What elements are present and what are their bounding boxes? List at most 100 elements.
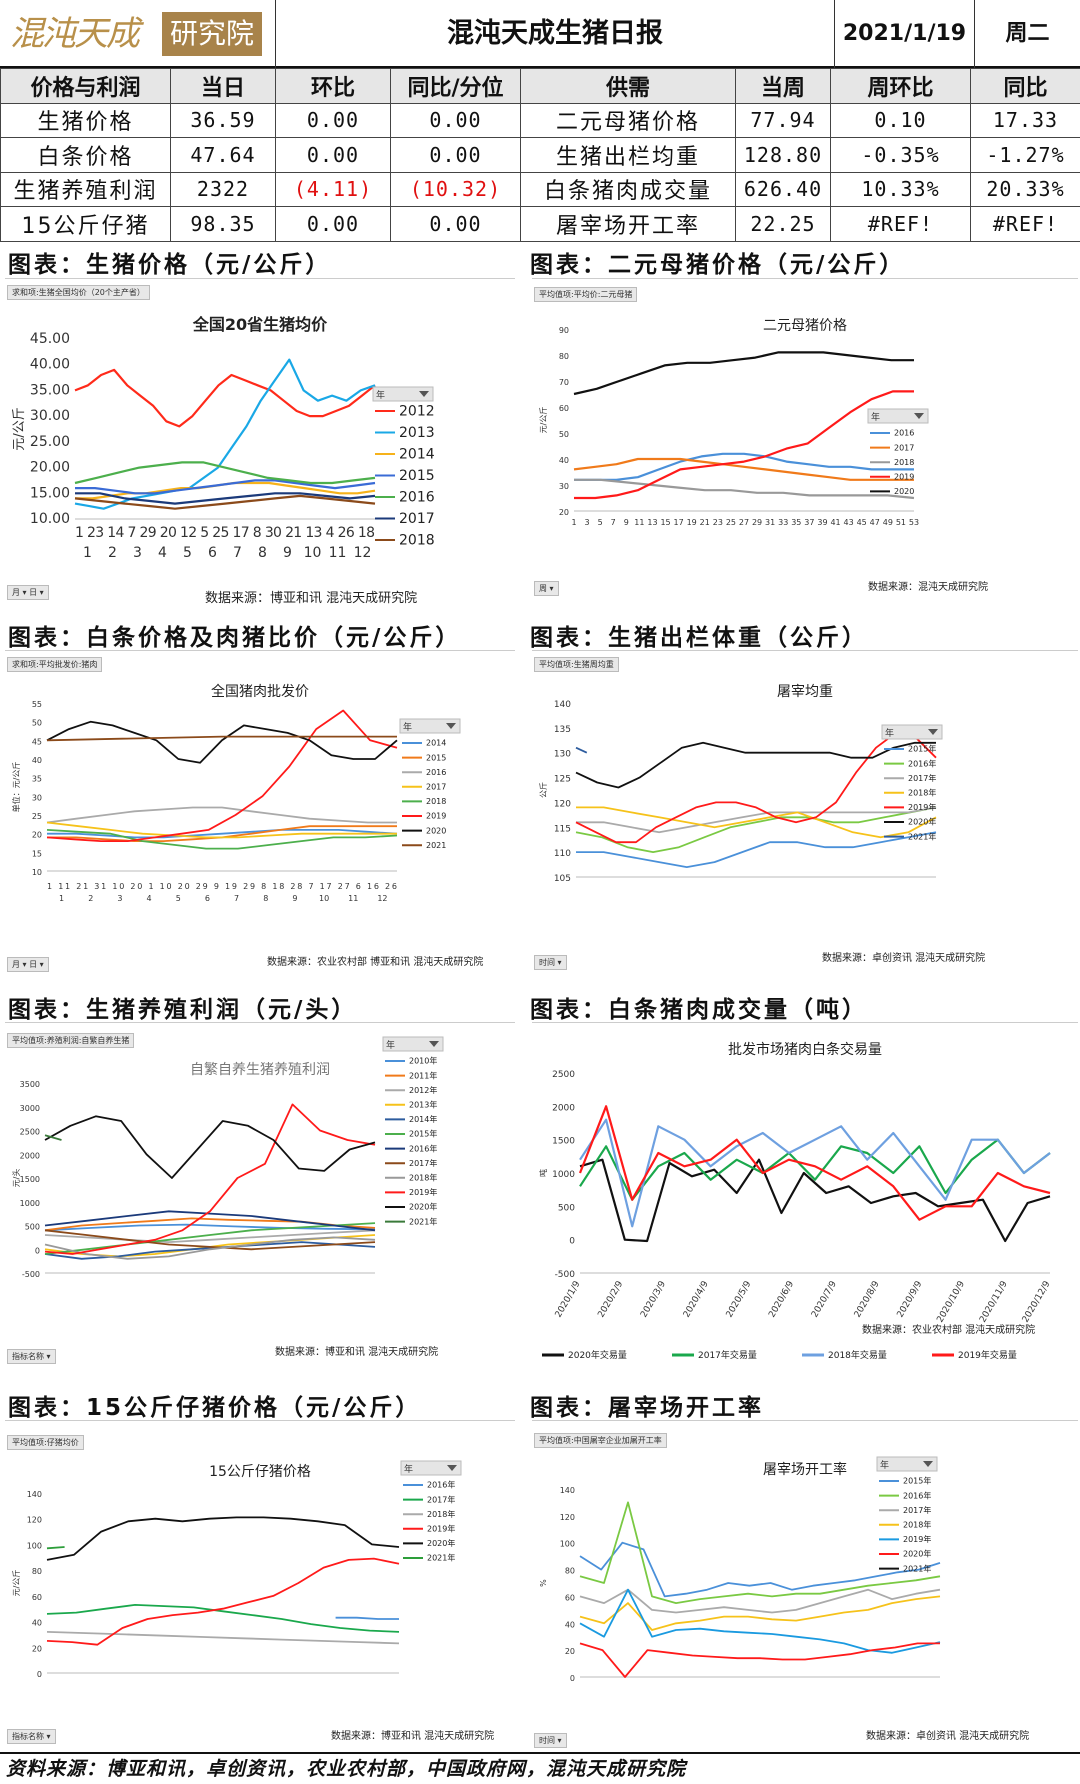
chart-plot: 0 20 40 60 80 100 120 140% 年 2015年 2016年 2017年 2018年… bbox=[539, 1456, 941, 1683]
series-line-2019年 bbox=[575, 731, 937, 844]
pivot-field-chip[interactable]: 求和项:生猪全国均价（20个主产省） bbox=[7, 285, 150, 300]
cell-value: #REF! bbox=[830, 206, 971, 242]
pivot-field-chip[interactable]: 求和项:平均批发价:猪肉 bbox=[7, 657, 103, 672]
col-header: 当周 bbox=[735, 68, 831, 104]
legend-label: 2018年交易量 bbox=[828, 1349, 887, 1361]
x-month-label: 12 bbox=[354, 545, 372, 561]
y-tick-label: 1000 bbox=[20, 1199, 40, 1208]
legend-header[interactable] bbox=[400, 1460, 462, 1476]
legend-header[interactable] bbox=[372, 386, 434, 402]
legend-label: 2018年 bbox=[427, 1509, 455, 1519]
pivot-axis-chip[interactable]: 指标名称 ▾ bbox=[7, 1349, 56, 1364]
legend-label: 2018 bbox=[894, 458, 914, 467]
pivot-field-chip[interactable]: 平均值项:仔猪均价 bbox=[7, 1435, 84, 1450]
legend-label: 2021年 bbox=[427, 1553, 455, 1563]
y-tick-label: 110 bbox=[554, 849, 571, 859]
series-line-2021年 bbox=[575, 746, 588, 754]
legend-header[interactable] bbox=[876, 1456, 938, 1472]
pivot-field-chip[interactable]: 平均值项:中国屠宰企业加屠开工率 bbox=[534, 1433, 667, 1448]
legend-label: 2016 bbox=[894, 429, 914, 438]
legend-label: 2020年交易量 bbox=[568, 1349, 627, 1361]
filter-icon[interactable] bbox=[419, 391, 429, 397]
series-line-2021 bbox=[46, 735, 397, 742]
summary-table: 价格与利润 当日 环比 同比/分位 供需 当周 周环比 同比 生猪价格 36.5… bbox=[0, 68, 1080, 242]
y-tick-label: 60 bbox=[32, 1593, 42, 1602]
y-tick-label: 60 bbox=[559, 404, 569, 413]
filter-icon[interactable] bbox=[923, 1461, 933, 1467]
chart-title: 二元母猪价格 bbox=[763, 318, 847, 334]
series-line-2017年 bbox=[46, 1603, 400, 1633]
pivot-axis-chip[interactable]: 时间 ▾ bbox=[534, 1733, 567, 1748]
x-tick-label: 13 bbox=[647, 518, 657, 527]
x-tick-label: 23 bbox=[713, 518, 723, 527]
x-month-label: 6 bbox=[205, 894, 210, 903]
pivot-axis-chip[interactable]: 月 ▾ 日 ▾ bbox=[7, 957, 49, 972]
y-tick-label: 20 bbox=[565, 1647, 575, 1656]
pivot-axis-chip[interactable]: 时间 ▾ bbox=[534, 955, 567, 970]
cell-value: 36.59 bbox=[170, 102, 276, 138]
series-line-2017年 bbox=[579, 1588, 941, 1614]
y-tick-label: 55 bbox=[32, 700, 42, 709]
pivot-field-chip[interactable]: 平均值项:生猪周均重 bbox=[534, 657, 619, 672]
section-title-volume: 图表：白条猪肉成交量（吨） bbox=[530, 997, 868, 1023]
y-tick-label: -500 bbox=[22, 1270, 40, 1279]
legend-header[interactable] bbox=[382, 1036, 444, 1052]
section-title-slaughter: 图表：屠宰场开工率 bbox=[530, 1395, 764, 1421]
filter-icon[interactable] bbox=[914, 413, 924, 419]
legend-label: 2021年 bbox=[903, 1563, 931, 1573]
pivot-field-chip[interactable]: 平均值项:平均价:二元母猪 bbox=[534, 287, 638, 302]
x-tick-label: 2020/9/9 bbox=[896, 1279, 925, 1319]
filter-icon[interactable] bbox=[928, 729, 938, 735]
report-header: 混沌天成 研究院 混沌天成生猪日报 2021/1/19 周二 bbox=[0, 0, 1080, 68]
y-axis-label: 元/头 bbox=[11, 1169, 21, 1188]
legend-label: 2012 bbox=[399, 404, 435, 420]
table-header-row: 价格与利润 当日 环比 同比/分位 供需 当周 周环比 同比 bbox=[0, 68, 1080, 104]
legend-label: 2015年 bbox=[409, 1129, 437, 1139]
pivot-axis-chip[interactable]: 指标名称 ▾ bbox=[7, 1729, 56, 1744]
series-line-2017年 bbox=[576, 806, 937, 834]
series-line-2012年 bbox=[44, 1229, 376, 1244]
filter-icon[interactable] bbox=[447, 1465, 457, 1471]
x-month-label: 3 bbox=[117, 894, 122, 903]
x-tick-label: 2020/3/9 bbox=[639, 1279, 668, 1319]
legend-header[interactable] bbox=[867, 408, 929, 424]
series-line-2016 bbox=[46, 806, 397, 824]
x-tick-label: 33 bbox=[778, 518, 788, 527]
y-tick-label: 25.00 bbox=[30, 434, 70, 450]
y-tick-label: 140 bbox=[27, 1490, 42, 1499]
series-line-2016 bbox=[574, 452, 914, 481]
report-title: 混沌天成生猪日报 bbox=[275, 0, 835, 68]
series-line-2014年 bbox=[44, 1241, 376, 1260]
y-tick-label: 20 bbox=[32, 831, 42, 840]
pivot-axis-chip[interactable]: 月 ▾ 日 ▾ bbox=[7, 585, 49, 600]
series-line-2020年 bbox=[579, 1642, 940, 1678]
x-month-label: 4 bbox=[147, 894, 152, 903]
y-axis-label: 公斤 bbox=[538, 782, 548, 798]
pivot-field-chip[interactable]: 平均值项:养殖利润:自繁自养生猪 bbox=[7, 1033, 135, 1048]
legend-label: 2015 bbox=[399, 468, 435, 484]
x-month-label: 3 bbox=[133, 545, 142, 561]
legend-label: 2019年 bbox=[427, 1523, 455, 1533]
y-tick-label: 1500 bbox=[20, 1175, 40, 1184]
legend-header[interactable] bbox=[399, 718, 461, 734]
cell-value: 0.00 bbox=[390, 206, 521, 242]
filter-icon[interactable] bbox=[429, 1041, 439, 1047]
y-tick-label: 2000 bbox=[552, 1103, 575, 1113]
y-tick-label: 3500 bbox=[20, 1080, 40, 1089]
row-label: 生猪出栏均重 bbox=[520, 137, 736, 173]
chart-panel-pork-price: 求和项:平均批发价:猪肉 全国猪肉批发价 10 15 20 25 30 35 40 45 50 5… bbox=[5, 650, 515, 980]
x-month-label: 10 bbox=[319, 894, 329, 903]
chart-title: 屠宰场开工率 bbox=[763, 1462, 847, 1478]
pivot-axis-chip[interactable]: 周 ▾ bbox=[534, 581, 559, 596]
series-line-2013 bbox=[74, 358, 376, 510]
y-tick-label: 30 bbox=[559, 482, 569, 491]
legend-label: 2017年 bbox=[427, 1494, 455, 1504]
series-line-2020年 bbox=[46, 1516, 400, 1561]
x-month-label: 6 bbox=[208, 545, 217, 561]
cell-value: 0.10 bbox=[830, 102, 971, 138]
row-label: 15公斤仔猪 bbox=[0, 206, 171, 242]
filter-icon[interactable] bbox=[446, 723, 456, 729]
legend-header[interactable] bbox=[881, 724, 943, 740]
y-axis-label: 元/公斤 bbox=[538, 407, 548, 434]
